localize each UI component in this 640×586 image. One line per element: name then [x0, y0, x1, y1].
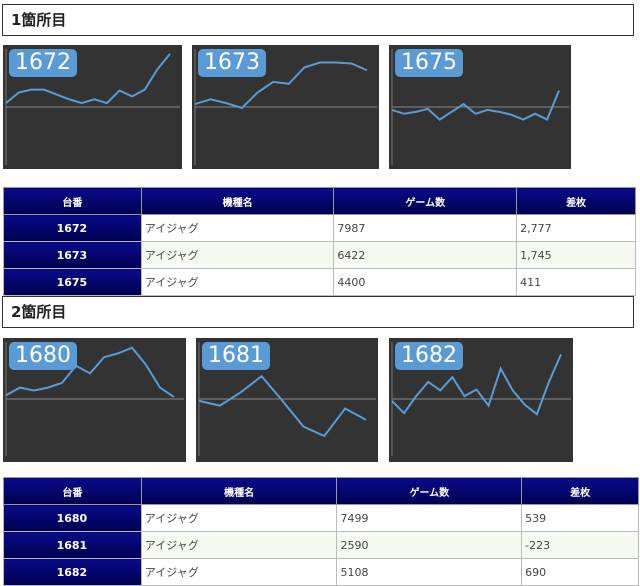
- chart-series-line: [5, 346, 175, 398]
- machine-num[interactable]: 1682: [3, 558, 142, 586]
- chart-1672-label: 1672: [9, 49, 77, 77]
- table-row: 1675 アイジャグ 4400 411: [3, 268, 636, 296]
- chart-1681-label: 1681: [202, 342, 270, 370]
- chart-1682-svg: [391, 342, 571, 456]
- table-row: 1682 アイジャグ 5108 690: [3, 558, 639, 586]
- header-model: 機種名: [140, 187, 335, 215]
- chart-1680[interactable]: 1680: [3, 338, 186, 462]
- machine-model: アイジャグ: [140, 504, 338, 532]
- header-num: 台番: [3, 477, 142, 505]
- chart-series-line: [198, 374, 367, 438]
- table-row: 1672 アイジャグ 7987 2,777: [3, 214, 636, 242]
- chart-1672-svg: [5, 49, 180, 165]
- machine-model: アイジャグ: [140, 531, 338, 559]
- header-games: ゲーム数: [333, 187, 518, 215]
- chart-1673-label: 1673: [198, 49, 266, 77]
- chart-series-line: [5, 53, 171, 105]
- machine-diff: 539: [521, 504, 639, 532]
- chart-1673-svg: [194, 49, 377, 165]
- chart-series-line: [194, 61, 368, 110]
- machine-model: アイジャグ: [140, 558, 338, 586]
- machine-games: 4400: [333, 268, 518, 296]
- machine-games: 2590: [336, 531, 523, 559]
- chart-1681[interactable]: 1681: [196, 338, 378, 462]
- machine-num[interactable]: 1681: [3, 531, 142, 559]
- machine-diff: 690: [521, 558, 639, 586]
- machine-games: 7987: [333, 214, 518, 242]
- chart-1682-label: 1682: [395, 342, 463, 370]
- machine-games: 5108: [336, 558, 523, 586]
- machine-model: アイジャグ: [140, 214, 335, 242]
- chart-series-line: [391, 90, 560, 121]
- table-row: 1673 アイジャグ 6422 1,745: [3, 241, 636, 269]
- machine-table-2: 台番 機種名 ゲーム数 差枚 1680 アイジャグ 7499 539 1681 …: [3, 477, 639, 586]
- chart-1675[interactable]: 1675: [389, 45, 571, 169]
- machine-num[interactable]: 1672: [3, 214, 142, 242]
- machine-num[interactable]: 1675: [3, 268, 142, 296]
- table-row: 1681 アイジャグ 2590 -223: [3, 531, 639, 559]
- chart-1680-svg: [5, 342, 184, 456]
- machine-diff: -223: [521, 531, 639, 559]
- chart-1675-svg: [391, 49, 569, 165]
- chart-1681-svg: [198, 342, 376, 456]
- machine-games: 6422: [333, 241, 518, 269]
- header-diff: 差枚: [516, 187, 636, 215]
- chart-1682[interactable]: 1682: [389, 338, 573, 462]
- machine-model: アイジャグ: [140, 241, 335, 269]
- chart-1675-label: 1675: [395, 49, 463, 77]
- chart-1672[interactable]: 1672: [3, 45, 182, 169]
- machine-num[interactable]: 1680: [3, 504, 142, 532]
- machine-num[interactable]: 1673: [3, 241, 142, 269]
- machine-diff: 1,745: [516, 241, 636, 269]
- header-diff: 差枚: [521, 477, 639, 505]
- table-row: 1680 アイジャグ 7499 539: [3, 504, 639, 532]
- machine-diff: 411: [516, 268, 636, 296]
- section-title-1: 1箇所目: [2, 4, 634, 36]
- table-header-row: 台番 機種名 ゲーム数 差枚: [3, 477, 639, 505]
- machine-table-1: 台番 機種名 ゲーム数 差枚 1672 アイジャグ 7987 2,777 167…: [3, 187, 636, 296]
- machine-diff: 2,777: [516, 214, 636, 242]
- chart-series-line: [391, 353, 562, 416]
- section-title-2: 2箇所目: [2, 296, 634, 328]
- chart-1673[interactable]: 1673: [192, 45, 379, 169]
- header-num: 台番: [3, 187, 142, 215]
- chart-1680-label: 1680: [9, 342, 77, 370]
- header-games: ゲーム数: [336, 477, 523, 505]
- machine-model: アイジャグ: [140, 268, 335, 296]
- machine-games: 7499: [336, 504, 523, 532]
- table-header-row: 台番 機種名 ゲーム数 差枚: [3, 187, 636, 215]
- header-model: 機種名: [140, 477, 338, 505]
